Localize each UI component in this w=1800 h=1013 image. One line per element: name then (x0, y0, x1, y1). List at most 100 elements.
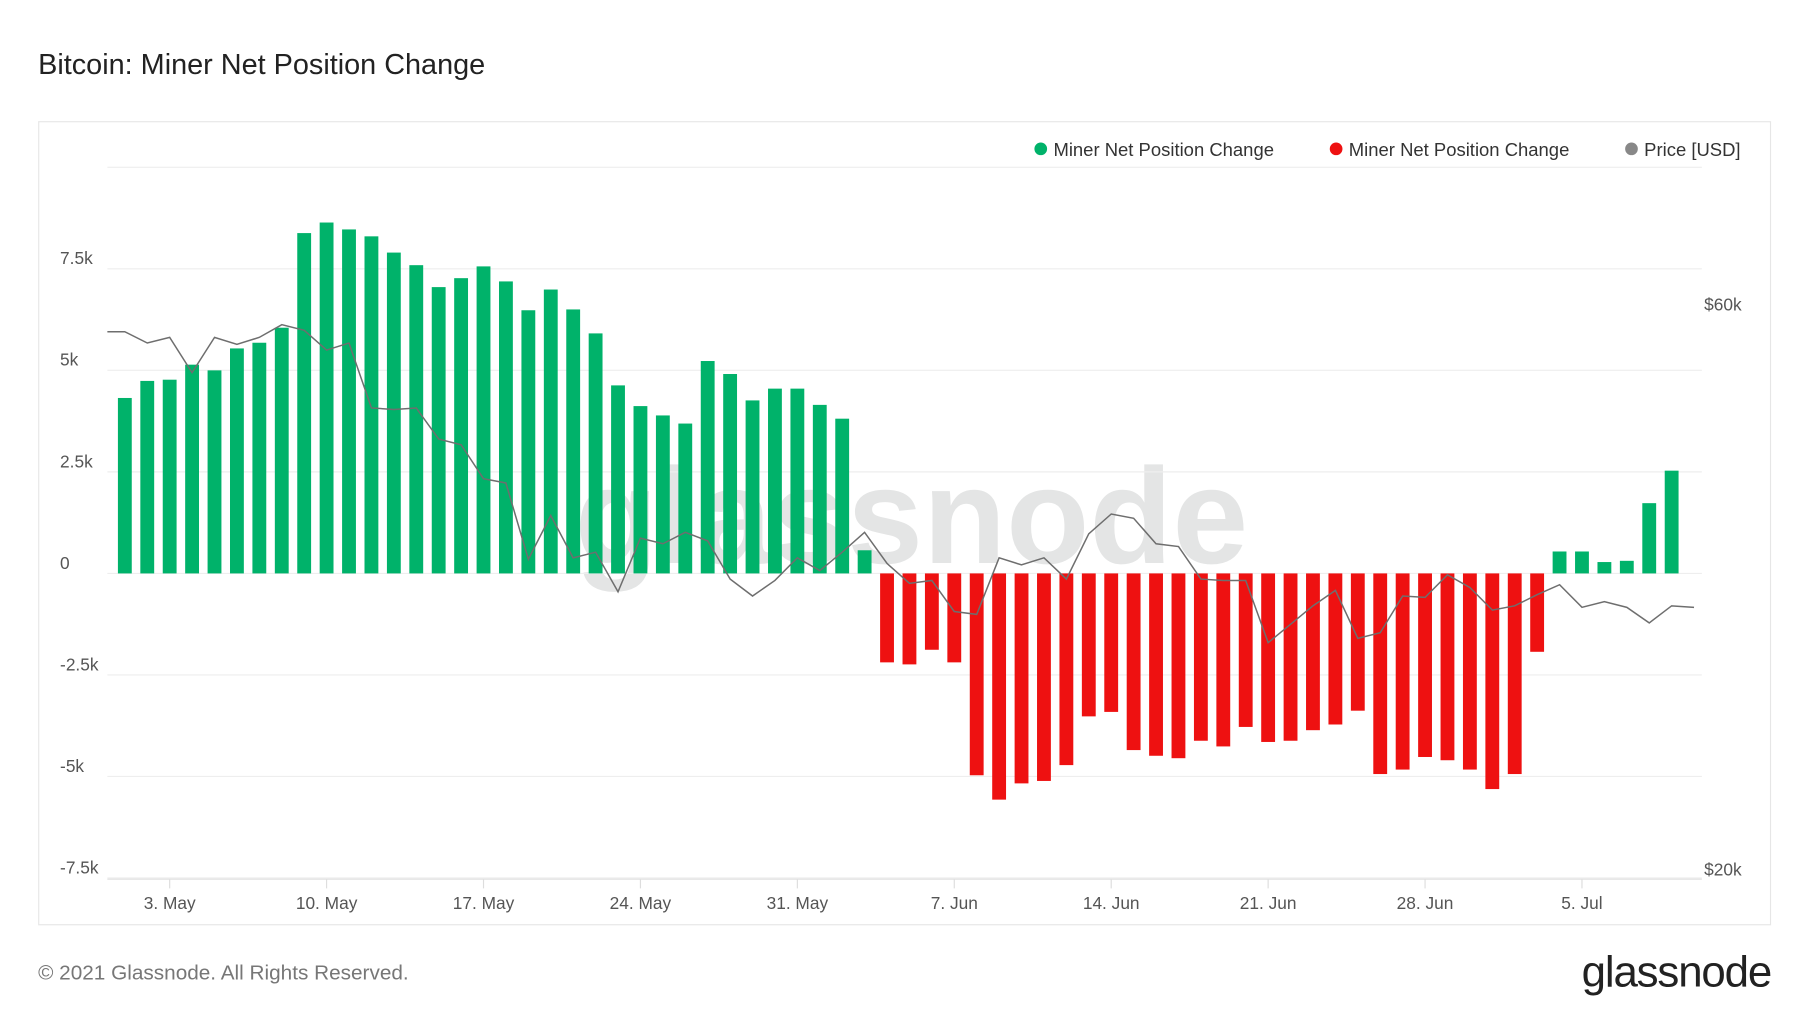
bar-negative (1283, 573, 1298, 741)
y-tick-label: -2.5k (60, 654, 99, 674)
bar-positive (364, 236, 379, 574)
x-tick-label: 28. Jun (1397, 893, 1454, 913)
bar-negative (1171, 573, 1186, 759)
x-tick-label: 24. May (610, 893, 672, 913)
bar-positive (140, 380, 155, 574)
bar-positive (655, 415, 670, 574)
y-right-tick-label: $20k (1704, 860, 1742, 880)
bar-negative (992, 573, 1007, 800)
bar-negative (1350, 573, 1365, 711)
bar-positive (1575, 551, 1589, 574)
bar-negative (880, 573, 894, 663)
bar-negative (1485, 573, 1500, 790)
bar-positive (386, 252, 401, 574)
bar-positive (274, 327, 289, 574)
bar-positive (812, 404, 827, 574)
bar-positive (768, 388, 782, 574)
bar-negative (1104, 573, 1119, 712)
legend-label[interactable]: Miner Net Position Change (1053, 139, 1274, 160)
bar-positive (723, 374, 738, 574)
x-tick-label: 17. May (453, 893, 515, 913)
axes: -7.5k -5k -2.5k 0 2.5k 5k 7.5k $20k $60k 3. May 10… (60, 248, 1742, 913)
x-tick-label: 21. Jun (1240, 893, 1297, 913)
bar-positive (566, 309, 581, 574)
bar-positive (431, 287, 446, 574)
x-tick-label: 7. Jun (931, 893, 978, 913)
y-tick-label: -7.5k (60, 857, 99, 877)
bar-negative (1216, 573, 1231, 747)
x-tick-label: 14. Jun (1083, 893, 1140, 913)
glassnode-logo: glassnode (1582, 947, 1771, 996)
bar-negative (1328, 573, 1343, 725)
y-tick-label: 5k (60, 350, 79, 370)
bar-positive (1552, 551, 1567, 574)
bar-negative (1261, 573, 1276, 742)
bar-positive (543, 289, 558, 574)
bar-negative (1530, 573, 1545, 652)
bar-negative (1059, 573, 1074, 766)
x-tick-label: 3. May (144, 893, 196, 913)
bar-positive (499, 281, 513, 574)
legend: Miner Net Position Change Miner Net Posit… (1034, 139, 1741, 160)
bar-negative (1014, 573, 1029, 784)
legend-label[interactable]: Price [USD] (1644, 139, 1740, 160)
bar-negative (1306, 573, 1320, 731)
price-series (107, 323, 1695, 644)
bar-negative (1462, 573, 1477, 770)
y-tick-label: -5k (60, 756, 84, 776)
bar-negative (1440, 573, 1455, 761)
bar-positive (117, 397, 132, 574)
bar-negative (1037, 573, 1051, 781)
bar-positive (230, 348, 244, 574)
bar-positive (857, 550, 872, 574)
bar-negative (1193, 573, 1208, 741)
bar-positive (476, 266, 491, 574)
bar-negative (1507, 573, 1522, 775)
watermark: glassnode (575, 440, 1248, 592)
bar-positive (162, 379, 177, 574)
y-tick-label: 0 (60, 553, 70, 573)
bar-positive (1664, 470, 1679, 574)
bar-positive (700, 361, 715, 574)
bar-positive (207, 370, 222, 574)
bar-negative (1081, 573, 1096, 717)
bar-positive (588, 333, 603, 574)
bar-positive (1597, 562, 1612, 574)
bar-positive (745, 400, 760, 574)
bar-positive (1642, 503, 1657, 574)
legend-marker-icon (1329, 142, 1343, 156)
bar-positive (633, 406, 648, 574)
bar-negative (1373, 573, 1388, 775)
bar-negative (924, 573, 939, 650)
bar-negative (947, 573, 962, 663)
page-title: Bitcoin: Miner Net Position Change (38, 49, 485, 81)
price-line (107, 323, 1695, 644)
legend-label[interactable]: Miner Net Position Change (1349, 139, 1570, 160)
bar-positive (319, 222, 334, 574)
bar-negative (1418, 573, 1432, 757)
bar-series (117, 222, 1679, 800)
y-right-tick-label: $60k (1704, 294, 1742, 314)
copyright: © 2021 Glassnode. All Rights Reserved. (38, 962, 409, 985)
x-tick-label: 10. May (296, 893, 358, 913)
bar-positive (611, 385, 625, 574)
bar-positive (297, 233, 312, 574)
bar-positive (342, 229, 356, 574)
bar-negative (1238, 573, 1253, 727)
bar-negative (1126, 573, 1141, 751)
bar-positive (252, 342, 267, 574)
bar-positive (409, 265, 424, 574)
legend-marker-icon (1625, 142, 1638, 156)
bar-positive (835, 418, 850, 574)
y-tick-label: 2.5k (60, 451, 93, 471)
bar-negative (1149, 573, 1163, 756)
bar-positive (678, 423, 693, 574)
bar-positive (521, 310, 536, 574)
y-tick-label: 7.5k (60, 248, 93, 268)
bar-positive (454, 278, 469, 574)
bar-positive (790, 388, 805, 574)
legend-marker-icon (1034, 142, 1048, 156)
bar-negative (1395, 573, 1410, 770)
x-tick-label: 31. May (767, 893, 829, 913)
